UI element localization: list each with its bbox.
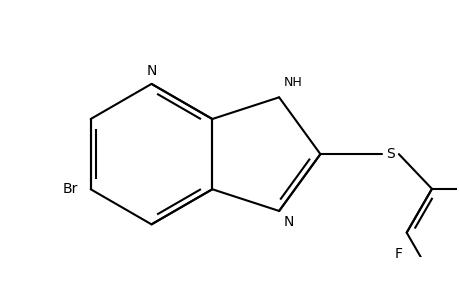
Text: N: N: [146, 64, 157, 78]
Text: N: N: [283, 215, 293, 229]
Text: Br: Br: [63, 182, 78, 196]
Text: NH: NH: [283, 76, 302, 89]
Text: S: S: [385, 147, 393, 161]
Text: F: F: [393, 248, 402, 262]
